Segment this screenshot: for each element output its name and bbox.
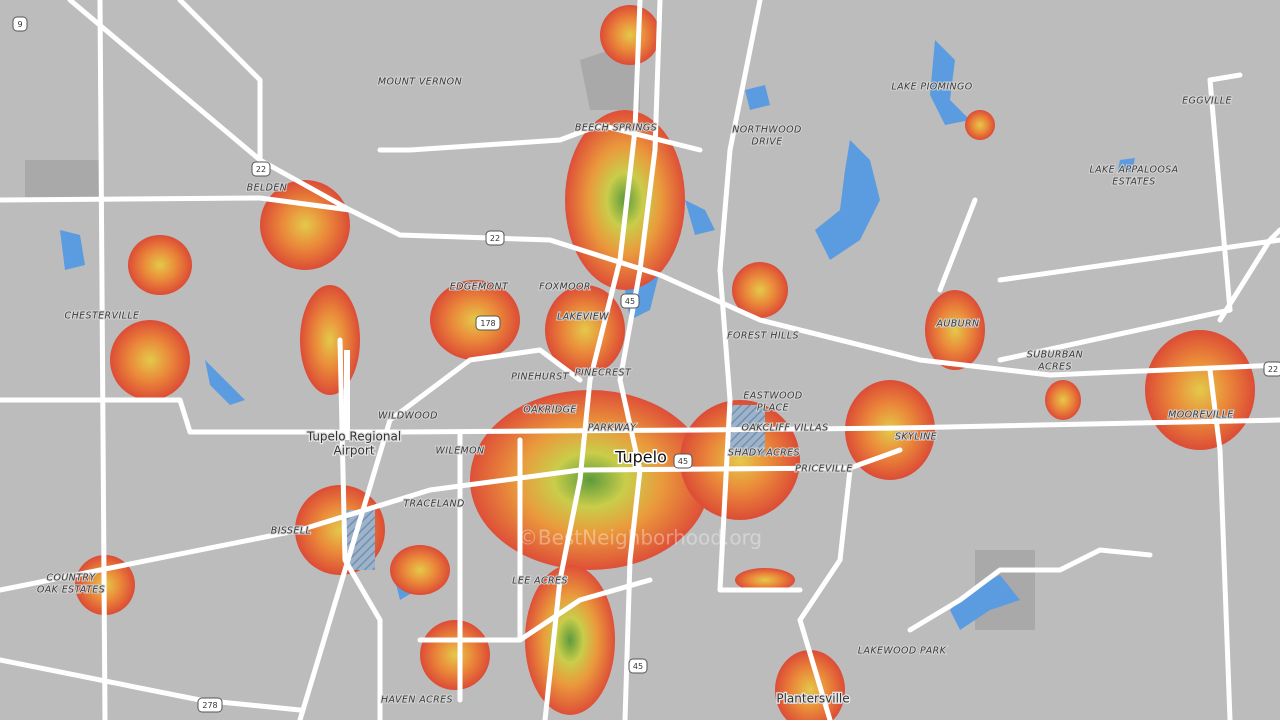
watermark: ©BestNeighborhood.org — [518, 526, 762, 550]
place-label: EDGEMONT — [450, 282, 509, 293]
shield-number: 45 — [625, 297, 635, 306]
place-label: SUBURBAN — [1027, 350, 1083, 361]
shield-number: 22 — [490, 234, 500, 243]
shield-badge — [628, 658, 648, 674]
shield-number: 9 — [17, 20, 22, 29]
place-label: LAKE PIOMINGO — [891, 82, 972, 93]
shield-badge — [673, 453, 693, 469]
shield-number: 45 — [678, 457, 688, 466]
place-label: BISSELL — [271, 526, 311, 537]
place-label: SKYLINE — [895, 432, 937, 443]
place-label: NORTHWOOD — [732, 125, 801, 136]
place-label: LAKEVIEW — [557, 312, 609, 323]
airport-runway — [344, 350, 350, 440]
place-label: DRIVE — [751, 137, 782, 148]
place-label: PARKWAY — [588, 423, 637, 434]
shield-badge — [620, 293, 640, 309]
shield-number: 45 — [633, 662, 643, 671]
place-label: AUBURN — [935, 319, 979, 330]
shield-badge — [12, 16, 28, 32]
place-label: FOREST HILLS — [727, 331, 799, 342]
place-label: CHESTERVILLE — [65, 311, 140, 322]
shield-number: 178 — [480, 319, 495, 328]
shield-badge — [475, 315, 501, 331]
city-label: Tupelo Regional — [306, 430, 401, 444]
shield-number: 278 — [202, 701, 217, 710]
shield-badge — [197, 697, 223, 713]
place-label: OAKCLIFF VILLAS — [741, 423, 828, 434]
shield-number: 22 — [256, 165, 266, 174]
road-shields: 9 22 22 178 45 45 45 278 22 — [12, 16, 1280, 713]
place-label: HAVEN ACRES — [381, 695, 453, 706]
place-label: MOUNT VERNON — [378, 77, 462, 88]
place-label: COUNTRY — [46, 573, 96, 584]
place-label: FOXMOOR — [539, 282, 591, 293]
shield-number: 22 — [1268, 365, 1278, 374]
shield-badge — [1263, 361, 1280, 377]
place-label: BELDEN — [247, 183, 288, 194]
place-label: LEE ACRES — [512, 576, 568, 587]
place-label: LAKE APPALOOSA — [1089, 165, 1178, 176]
place-label: PRICEVILLE — [795, 464, 853, 475]
shield-badge — [251, 161, 271, 177]
place-labels: MOUNT VERNON BEECH SPRINGS NORTHWOOD DRI… — [36, 76, 1235, 707]
shield-badge — [485, 230, 505, 246]
place-label: WILEMON — [435, 446, 484, 457]
place-label: OAKRIDGE — [523, 405, 577, 416]
place-label: MOOREVILLE — [1168, 410, 1234, 421]
main-city-label: Tupelo — [614, 448, 667, 467]
city-label: Plantersville — [776, 692, 849, 706]
place-label: WILDWOOD — [378, 411, 438, 422]
place-label: EGGVILLE — [1182, 96, 1232, 107]
place-label: EASTWOOD — [743, 391, 802, 402]
place-label: OAK ESTATES — [37, 585, 105, 596]
place-label: PINEHURST — [511, 372, 570, 383]
place-label: TRACELAND — [403, 499, 464, 510]
place-label: LAKEWOOD PARK — [858, 646, 947, 657]
place-label: PINECREST — [575, 368, 632, 379]
city-label: Airport — [333, 444, 374, 458]
place-label: ESTATES — [1112, 177, 1155, 188]
place-label: BEECH SPRINGS — [575, 123, 657, 134]
place-label: SHADY ACRES — [728, 448, 800, 459]
place-label: PLACE — [757, 403, 789, 414]
place-label: ACRES — [1037, 362, 1072, 373]
